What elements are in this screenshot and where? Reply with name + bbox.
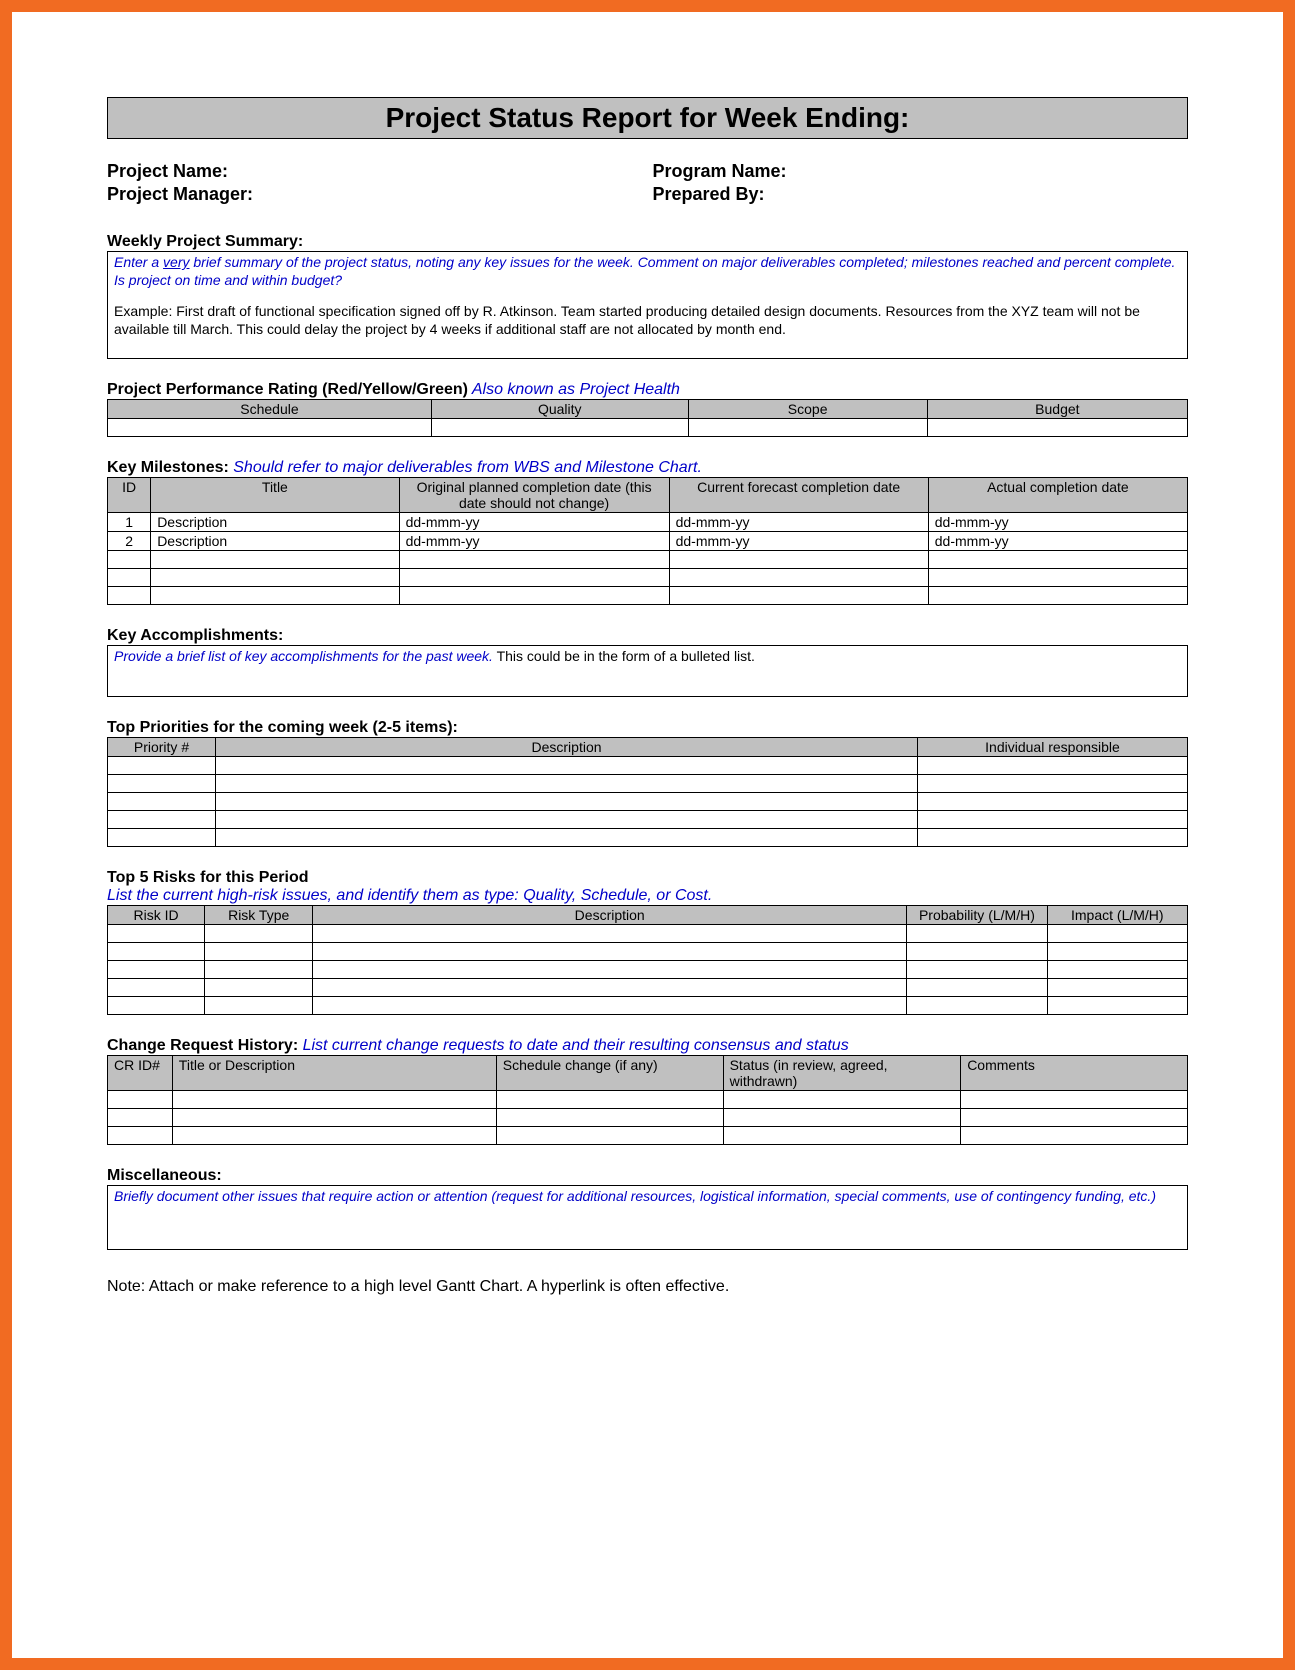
table-row: 2 Description dd-mmm-yy dd-mmm-yy dd-mmm… xyxy=(108,532,1188,551)
ms-0-1: Description xyxy=(151,513,399,532)
summary-example: Example: First draft of functional speci… xyxy=(114,303,1181,338)
meta-row-2: Project Manager: Prepared By: xyxy=(107,184,1188,205)
performance-table: Schedule Quality Scope Budget xyxy=(107,399,1188,437)
ms-1-0: 2 xyxy=(108,532,151,551)
perf-col-2: Scope xyxy=(688,400,927,419)
acc-instr-plain: This could be in the form of a bulleted … xyxy=(493,648,755,664)
rk-col-2: Description xyxy=(313,905,907,924)
table-row xyxy=(108,828,1188,846)
cr-col-2: Schedule change (if any) xyxy=(496,1055,723,1090)
risks-table: Risk ID Risk Type Description Probabilit… xyxy=(107,905,1188,1015)
summary-instr-c: brief summary of the project status, not… xyxy=(114,254,1175,288)
milestones-subtitle: Should refer to major deliverables from … xyxy=(229,459,702,476)
table-row xyxy=(108,924,1188,942)
milestones-header: Key Milestones: Should refer to major de… xyxy=(107,459,1188,477)
misc-instr: Briefly document other issues that requi… xyxy=(114,1188,1156,1204)
table-row xyxy=(108,551,1188,569)
table-row: 1 Description dd-mmm-yy dd-mmm-yy dd-mmm… xyxy=(108,513,1188,532)
table-row xyxy=(108,996,1188,1014)
ms-1-2: dd-mmm-yy xyxy=(399,532,669,551)
milestones-table: ID Title Original planned completion dat… xyxy=(107,477,1188,605)
ms-0-3: dd-mmm-yy xyxy=(669,513,928,532)
perf-col-1: Quality xyxy=(431,400,688,419)
table-row xyxy=(108,1090,1188,1108)
table-row xyxy=(108,1126,1188,1144)
accomplishments-header: Key Accomplishments: xyxy=(107,627,1188,645)
ms-col-2: Original planned completion date (this d… xyxy=(399,478,669,513)
summary-box: Enter a very brief summary of the projec… xyxy=(107,251,1188,359)
ms-col-0: ID xyxy=(108,478,151,513)
table-row xyxy=(108,756,1188,774)
changes-header: Change Request History: List current cha… xyxy=(107,1037,1188,1055)
table-row xyxy=(108,960,1188,978)
acc-instr-italic: Provide a brief list of key accomplishme… xyxy=(114,648,493,664)
performance-subtitle: Also known as Project Health xyxy=(468,381,680,398)
label-project-name: Project Name: xyxy=(107,161,643,182)
summary-instr-a: Enter a xyxy=(114,254,163,270)
table-row xyxy=(108,419,1188,437)
accomplishments-box: Provide a brief list of key accomplishme… xyxy=(107,645,1188,697)
summary-header: Weekly Project Summary: xyxy=(107,233,1188,251)
performance-header-text: Project Performance Rating (Red/Yellow/G… xyxy=(107,381,468,398)
ms-col-3: Current forecast completion date xyxy=(669,478,928,513)
meta-row-1: Project Name: Program Name: xyxy=(107,161,1188,182)
cr-col-1: Title or Description xyxy=(172,1055,496,1090)
ms-0-2: dd-mmm-yy xyxy=(399,513,669,532)
milestones-header-text: Key Milestones: xyxy=(107,459,229,476)
changes-header-text: Change Request History: xyxy=(107,1037,298,1054)
risks-subtitle: List the current high-risk issues, and i… xyxy=(107,887,712,904)
pr-col-1: Description xyxy=(216,737,918,756)
label-project-manager: Project Manager: xyxy=(107,184,643,205)
misc-box: Briefly document other issues that requi… xyxy=(107,1185,1188,1251)
changes-table: CR ID# Title or Description Schedule cha… xyxy=(107,1055,1188,1145)
table-row xyxy=(108,569,1188,587)
priorities-table: Priority # Description Individual respon… xyxy=(107,737,1188,847)
cr-col-4: Comments xyxy=(961,1055,1188,1090)
perf-col-0: Schedule xyxy=(108,400,432,419)
risks-header: Top 5 Risks for this Period xyxy=(107,869,1188,887)
ms-0-4: dd-mmm-yy xyxy=(928,513,1187,532)
pr-col-0: Priority # xyxy=(108,737,216,756)
rk-col-0: Risk ID xyxy=(108,905,205,924)
ms-1-4: dd-mmm-yy xyxy=(928,532,1187,551)
table-row xyxy=(108,792,1188,810)
pr-col-2: Individual responsible xyxy=(918,737,1188,756)
priorities-header: Top Priorities for the coming week (2-5 … xyxy=(107,719,1188,737)
rk-col-3: Probability (L/M/H) xyxy=(907,905,1047,924)
label-program-name: Program Name: xyxy=(643,161,1189,182)
table-row xyxy=(108,810,1188,828)
document-page: Project Status Report for Week Ending: P… xyxy=(12,12,1283,1658)
ms-1-3: dd-mmm-yy xyxy=(669,532,928,551)
ms-1-1: Description xyxy=(151,532,399,551)
table-row xyxy=(108,774,1188,792)
misc-header: Miscellaneous: xyxy=(107,1167,1188,1185)
cr-col-0: CR ID# xyxy=(108,1055,173,1090)
changes-subtitle: List current change requests to date and… xyxy=(298,1037,849,1054)
table-row xyxy=(108,978,1188,996)
table-row xyxy=(108,587,1188,605)
ms-0-0: 1 xyxy=(108,513,151,532)
table-row xyxy=(108,1108,1188,1126)
ms-col-4: Actual completion date xyxy=(928,478,1187,513)
perf-col-3: Budget xyxy=(927,400,1187,419)
page-title: Project Status Report for Week Ending: xyxy=(107,97,1188,139)
ms-col-1: Title xyxy=(151,478,399,513)
page-frame: Project Status Report for Week Ending: P… xyxy=(0,0,1295,1670)
table-row xyxy=(108,942,1188,960)
rk-col-1: Risk Type xyxy=(205,905,313,924)
summary-instr-b: very xyxy=(163,254,189,270)
label-prepared-by: Prepared By: xyxy=(643,184,1189,205)
performance-header: Project Performance Rating (Red/Yellow/G… xyxy=(107,381,1188,399)
cr-col-3: Status (in review, agreed, withdrawn) xyxy=(723,1055,961,1090)
rk-col-4: Impact (L/M/H) xyxy=(1047,905,1187,924)
footer-note: Note: Attach or make reference to a high… xyxy=(107,1278,1188,1296)
